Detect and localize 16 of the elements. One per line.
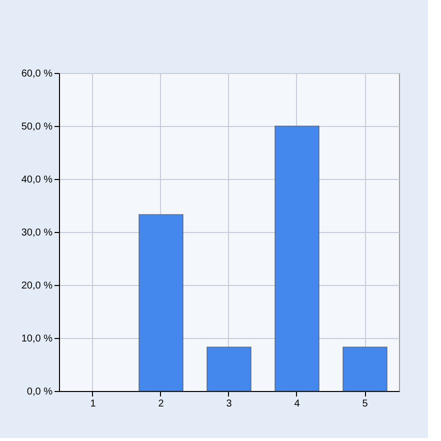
x-tick-label: 5 bbox=[362, 398, 368, 410]
x-tick-label: 1 bbox=[90, 398, 96, 410]
y-tick-label: 0,0 % bbox=[26, 386, 53, 398]
y-tick-label: 60,0 % bbox=[21, 68, 53, 80]
bar bbox=[138, 214, 184, 392]
y-tick-label: 50,0 % bbox=[21, 122, 53, 132]
x-tick-label: 3 bbox=[226, 398, 232, 410]
bar bbox=[342, 346, 388, 392]
x-tick-label: 2 bbox=[158, 398, 164, 410]
y-tick-label: 30,0 % bbox=[21, 228, 53, 238]
bar bbox=[206, 346, 252, 392]
bar bbox=[274, 126, 320, 392]
x-tick-label: 4 bbox=[294, 398, 300, 410]
y-tick-label: 20,0 % bbox=[21, 280, 53, 292]
y-tick-label: 40,0 % bbox=[21, 174, 53, 186]
y-tick-label: 10,0 % bbox=[21, 334, 53, 344]
